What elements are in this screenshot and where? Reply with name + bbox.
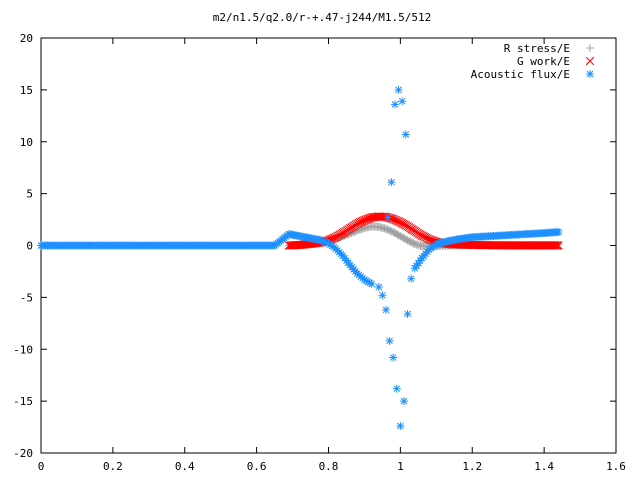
y-tick-label: 0 <box>26 240 33 253</box>
data-point <box>398 97 407 106</box>
data-point <box>551 241 560 250</box>
y-axis: 20 15 10 5 0 -5 -10 -15 -20 <box>13 32 616 460</box>
data-point <box>397 232 406 241</box>
data-point <box>384 226 393 235</box>
data-point <box>367 279 376 288</box>
data-point <box>554 241 563 250</box>
x-tick-label: 0.6 <box>247 460 267 473</box>
data-point <box>383 225 392 234</box>
legend-marker <box>585 56 595 66</box>
data-point <box>382 224 390 233</box>
data-point <box>392 384 401 393</box>
data-point <box>387 178 396 187</box>
data-point <box>405 237 413 246</box>
y-tick-label: 20 <box>20 32 33 45</box>
data-point <box>389 353 398 362</box>
data-point <box>407 238 416 247</box>
data-point <box>387 227 396 236</box>
data-point <box>394 231 403 240</box>
legend-label: G work/E <box>517 55 570 68</box>
data-point <box>361 215 371 224</box>
data-point <box>399 233 408 242</box>
data-point <box>396 422 405 431</box>
data-point <box>401 130 410 139</box>
data-point <box>396 232 405 241</box>
data-point <box>350 227 359 236</box>
data-point <box>360 215 369 225</box>
data-point <box>394 85 403 94</box>
series-star <box>37 85 563 431</box>
y-tick-label: 10 <box>20 136 33 149</box>
legend-marker <box>586 44 594 52</box>
data-point <box>348 228 357 237</box>
x-tick-label: 0.4 <box>175 460 195 473</box>
data-point <box>400 234 409 243</box>
data-point <box>359 224 367 233</box>
y-tick-label: 15 <box>20 84 33 97</box>
data-point <box>383 213 392 222</box>
data-point <box>399 397 408 406</box>
data-point <box>374 283 383 291</box>
data-point <box>406 237 415 246</box>
data-point <box>424 235 434 244</box>
y-tick-label: 5 <box>26 188 33 201</box>
data-point <box>403 236 412 245</box>
data-point <box>402 235 411 244</box>
data-point <box>407 274 416 283</box>
data-point <box>409 239 418 248</box>
data-point <box>389 228 398 237</box>
x-tick-label: 0 <box>38 460 45 473</box>
data-point <box>347 228 356 237</box>
x-tick-label: 1 <box>397 460 404 473</box>
data-point <box>554 228 563 237</box>
x-tick-label: 0.8 <box>319 460 339 473</box>
data-point <box>378 291 387 300</box>
plot-area <box>37 85 563 431</box>
y-tick-label: -10 <box>13 343 33 356</box>
chart-title: m2/n1.5/q2.0/r-+.47-j244/M1.5/512 <box>213 11 432 24</box>
data-point <box>426 235 435 245</box>
legend-label: Acoustic flux/E <box>471 68 570 81</box>
x-tick-label: 1.4 <box>534 460 554 473</box>
y-tick-label: -15 <box>13 395 33 408</box>
legend-label: R stress/E <box>504 42 570 55</box>
x-tick-label: 1.6 <box>606 460 626 473</box>
data-point <box>382 305 390 314</box>
data-point <box>403 309 412 318</box>
x-tick-label: 1.2 <box>462 460 482 473</box>
y-tick-label: -5 <box>20 291 33 304</box>
data-point <box>393 230 402 239</box>
data-point <box>385 336 394 345</box>
x-axis: 0 0.2 0.4 0.6 0.8 1 1.2 1.4 1.6 <box>38 38 626 473</box>
legend-marker <box>586 70 594 78</box>
x-tick-label: 0.2 <box>103 460 123 473</box>
data-point <box>390 228 399 237</box>
data-point <box>552 241 562 250</box>
data-point <box>386 226 395 235</box>
y-tick-label: -20 <box>13 447 33 460</box>
data-point <box>390 100 399 109</box>
data-point <box>392 229 401 238</box>
